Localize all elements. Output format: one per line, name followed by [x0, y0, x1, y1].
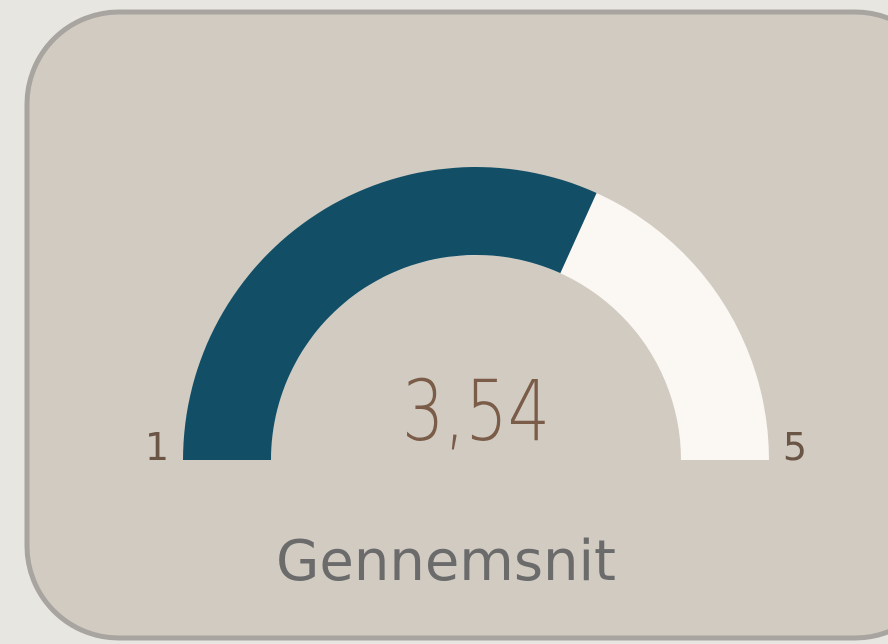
gauge-tick-label: 5	[783, 425, 807, 469]
gauge-value-arc	[183, 166, 597, 460]
gauge-title: Gennemsnit	[276, 529, 616, 594]
gauge-tick-label: 1	[145, 425, 169, 469]
gauge-value-label: 3,54	[402, 362, 550, 460]
card	[24, 9, 888, 641]
